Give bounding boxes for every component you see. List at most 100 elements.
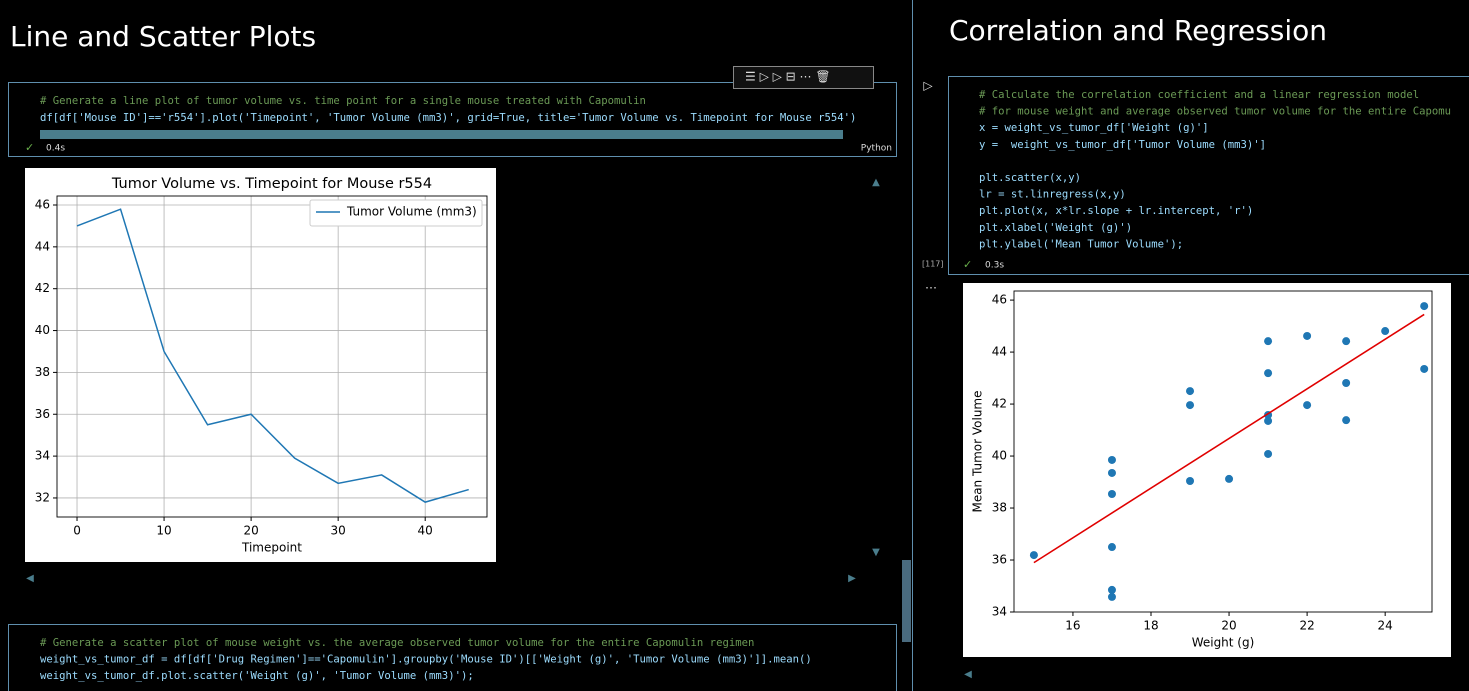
y-tick-label: 34 xyxy=(992,605,1007,619)
point xyxy=(1186,401,1195,410)
chart-title: Tumor Volume vs. Timepoint for Mouse r55… xyxy=(111,176,432,192)
scrollbar[interactable] xyxy=(902,560,911,642)
chart: 0 10 20 30 40 32 34 36 38 40 42 44 46 Tumor Volume vs… xyxy=(35,176,488,555)
progress-bar xyxy=(40,130,843,139)
code-line: plt.ylabel('Mean Tumor Volume'); xyxy=(979,238,1183,250)
more-icon[interactable]: ⋯ xyxy=(925,281,937,295)
heading: Correlation and Regression xyxy=(949,14,1327,47)
code-line: # Calculate the correlation coefficient … xyxy=(979,89,1419,101)
y-tick-label: 42 xyxy=(35,281,50,295)
y-tick-label: 40 xyxy=(992,449,1007,463)
point xyxy=(1342,337,1351,346)
code-line: # Generate a line plot of tumor volume v… xyxy=(40,95,646,107)
regression-line xyxy=(1033,313,1425,564)
point xyxy=(1107,585,1116,594)
code-line: weight_vs_tumor_df = df[df['Drug Regimen… xyxy=(40,654,812,666)
y-tick-label: 34 xyxy=(35,449,50,463)
code-block: # Calculate the correlation coefficient … xyxy=(979,89,1451,250)
y-tick-label: 44 xyxy=(992,345,1007,359)
toolbar-icons[interactable]: ☰ ▷ ▷ ⊟ ⋯ 🗑 xyxy=(745,70,831,84)
y-tick-label: 36 xyxy=(992,553,1007,567)
code-line: # for mouse weight and average observed … xyxy=(979,106,1451,118)
language[interactable]: Python xyxy=(861,144,892,154)
y-axis-label: Mean Tumor Volume xyxy=(971,390,985,512)
check-icon: ✓ xyxy=(25,141,34,154)
y-tick-label: 46 xyxy=(992,293,1007,307)
code-cell[interactable] xyxy=(8,82,897,157)
y-tick-label: 46 xyxy=(35,197,50,211)
point xyxy=(1381,327,1390,336)
point xyxy=(1264,416,1273,425)
x-tick-label: 10 xyxy=(156,524,171,538)
y-tick-label: 38 xyxy=(992,501,1007,515)
code-line: # Generate a scatter plot of mouse weigh… xyxy=(40,637,754,649)
point xyxy=(1420,302,1429,311)
code-cell[interactable] xyxy=(948,76,1469,275)
x-tick-label: 18 xyxy=(1143,619,1158,633)
output-image xyxy=(25,168,496,562)
y-tick-label: 36 xyxy=(35,407,50,421)
x-axis-label: Weight (g) xyxy=(1192,636,1255,650)
y-tick-label: 38 xyxy=(35,365,50,379)
x-tick-label: 30 xyxy=(331,524,346,538)
x-tick-label: 20 xyxy=(243,524,258,538)
x-tick-label: 24 xyxy=(1378,619,1393,633)
plot-frame xyxy=(56,195,488,518)
scroll-down[interactable]: ▼ xyxy=(872,547,880,558)
point xyxy=(1107,468,1116,477)
code-line: plt.xlabel('Weight (g)') xyxy=(979,222,1132,234)
point xyxy=(1225,474,1234,483)
x-tick-label: 16 xyxy=(1065,619,1080,633)
point xyxy=(1420,364,1429,373)
point xyxy=(1029,551,1038,560)
x-tick-label: 20 xyxy=(1221,619,1236,633)
code-line: df[df['Mouse ID']=='r554'].plot('Timepoi… xyxy=(40,112,856,124)
code-line: lr = st.linregress(x,y) xyxy=(979,189,1126,201)
point xyxy=(1107,455,1116,464)
x-tick-label: 22 xyxy=(1299,619,1314,633)
code-cell[interactable] xyxy=(8,624,897,691)
run-button[interactable]: ▷ xyxy=(923,79,933,93)
point xyxy=(1186,477,1195,486)
point xyxy=(1107,543,1116,552)
legend-box xyxy=(309,199,483,227)
y-tick-label: 40 xyxy=(35,323,50,337)
point xyxy=(1264,449,1273,458)
point xyxy=(1186,387,1195,396)
x-tick-label: 0 xyxy=(73,524,81,538)
code-line: plt.scatter(x,y) xyxy=(979,172,1081,184)
y-tick-label: 44 xyxy=(35,239,50,253)
code-line: weight_vs_tumor_df.plot.scatter('Weight … xyxy=(40,670,474,682)
point xyxy=(1107,592,1116,601)
heading: Line and Scatter Plots xyxy=(10,20,316,53)
legend-label: Tumor Volume (mm3) xyxy=(346,205,477,219)
point xyxy=(1303,401,1312,410)
y-tick-label: 32 xyxy=(35,490,50,504)
point xyxy=(1342,379,1351,388)
code-line: x = weight_vs_tumor_df['Weight (g)'] xyxy=(979,122,1209,134)
exec-count: [117] xyxy=(922,260,944,269)
check-icon: ✓ xyxy=(963,258,972,271)
code-line: y = weight_vs_tumor_df['Tumor Volume (mm… xyxy=(979,139,1266,151)
scroll-right[interactable]: ▶ xyxy=(848,573,856,584)
point xyxy=(1303,331,1312,340)
exec-time: 0.3s xyxy=(985,261,1004,271)
code-line: plt.plot(x, x*lr.slope + lr.intercept, '… xyxy=(979,205,1253,217)
plot-frame xyxy=(1013,290,1433,613)
x-axis-label: Timepoint xyxy=(241,541,302,555)
scroll-left[interactable]: ◀ xyxy=(964,669,972,680)
chart: 16 18 20 22 24 34 36 38 40 42 44 46 Weight (g) Mean T… xyxy=(971,290,1433,650)
point xyxy=(1264,337,1273,346)
output-image xyxy=(963,283,1451,657)
cell-toolbar xyxy=(733,66,874,89)
scroll-left[interactable]: ◀ xyxy=(26,573,34,584)
data-line xyxy=(76,208,469,503)
point xyxy=(1107,489,1116,498)
x-tick-label: 40 xyxy=(418,524,433,538)
exec-time: 0.4s xyxy=(46,144,65,154)
point xyxy=(1264,369,1273,378)
y-tick-label: 42 xyxy=(992,397,1007,411)
scroll-up[interactable]: ▲ xyxy=(872,177,880,188)
